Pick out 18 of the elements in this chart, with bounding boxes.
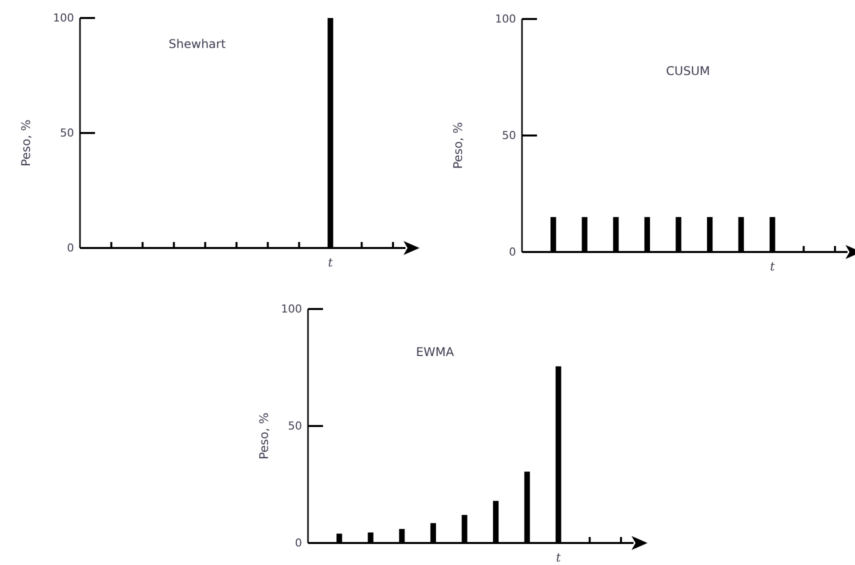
y-tick-label: 100 bbox=[53, 12, 74, 25]
y-axis-title: Peso, % bbox=[19, 120, 33, 166]
y-axis-title: Peso, % bbox=[257, 412, 271, 460]
y-tick-label: 0 bbox=[67, 242, 74, 255]
y-axis-title: Peso, % bbox=[451, 122, 465, 169]
y-tick-label: 50 bbox=[288, 420, 302, 433]
x-tick-label: t bbox=[770, 260, 775, 274]
text: Shewhart bbox=[168, 36, 226, 51]
x-tick-label: t bbox=[328, 256, 333, 270]
y-tick-label: 100 bbox=[281, 302, 302, 316]
y-tick-label: 50 bbox=[60, 126, 74, 140]
text: EWMA bbox=[416, 344, 455, 359]
y-tick-label: 0 bbox=[295, 536, 302, 550]
text: CUSUM bbox=[666, 64, 710, 78]
x-tick-label: t bbox=[556, 550, 561, 565]
y-tick-label: 50 bbox=[502, 129, 516, 142]
y-tick-label: 0 bbox=[509, 246, 516, 259]
y-tick-label: 100 bbox=[495, 12, 516, 26]
